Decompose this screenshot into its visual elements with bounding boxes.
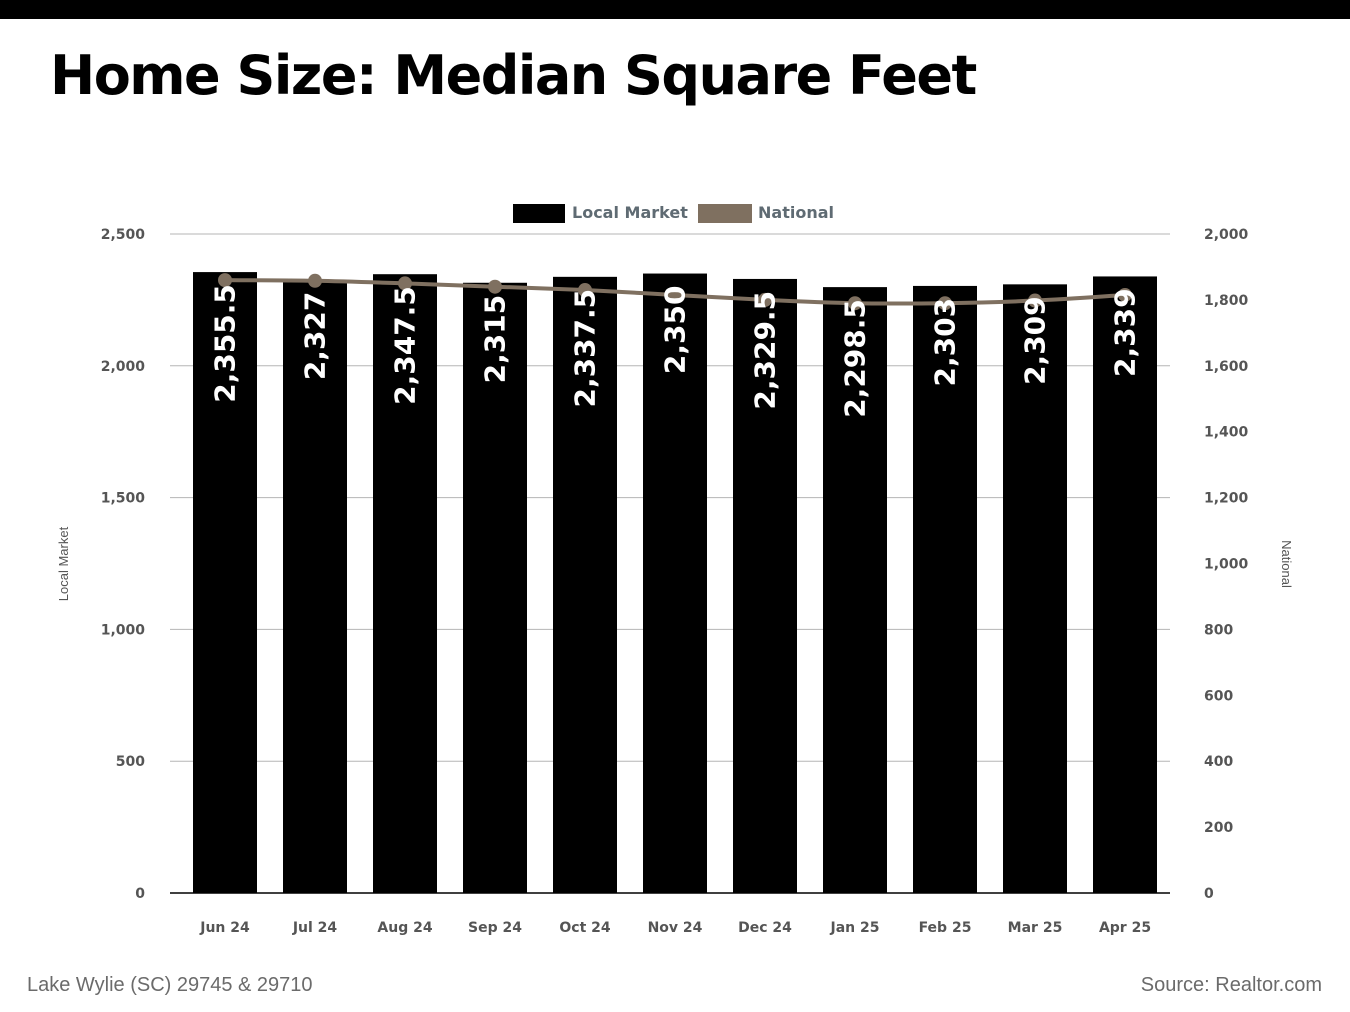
line-point bbox=[1028, 293, 1042, 308]
y-tick-label: 2,000 bbox=[101, 359, 146, 375]
legend-label-local-market: Local Market bbox=[572, 203, 688, 222]
page-title: Home Size: Median Square Feet bbox=[50, 44, 977, 107]
line-point bbox=[488, 279, 502, 294]
x-tick-label: Nov 24 bbox=[648, 920, 703, 936]
bar-value-label: 2,303 bbox=[929, 298, 962, 387]
x-tick-label: Apr 25 bbox=[1099, 920, 1151, 936]
bar bbox=[283, 279, 347, 894]
bar-value-label: 2,309 bbox=[1019, 296, 1052, 385]
y2-tick-label: 200 bbox=[1204, 820, 1233, 836]
x-tick-label: Sep 24 bbox=[468, 920, 522, 936]
chart: 2,355.5 2,327 2,347.5 2,315 2,337.5 2,350 2,32… bbox=[56, 203, 1294, 936]
x-tick-label: Jul 24 bbox=[292, 920, 338, 936]
bar bbox=[643, 273, 707, 893]
bar-value-label: 2,327 bbox=[299, 292, 332, 381]
y2-tick-label: 1,000 bbox=[1204, 557, 1249, 573]
legend: Local Market National bbox=[513, 203, 834, 223]
bar-value-label: 2,350 bbox=[659, 286, 692, 375]
labels-layer: 2,355.5 2,327 2,347.5 2,315 2,337.5 2,350 2,32… bbox=[209, 284, 1142, 418]
bar bbox=[733, 278, 797, 893]
line-point bbox=[668, 287, 682, 302]
line-layer bbox=[218, 273, 1132, 311]
bar bbox=[193, 272, 257, 893]
top-bar bbox=[0, 0, 1350, 19]
y2-tick-label: 1,600 bbox=[1204, 359, 1249, 375]
bar-value-label: 2,315 bbox=[479, 295, 512, 384]
y-axis-title: Local Market bbox=[56, 526, 71, 601]
bar bbox=[823, 287, 887, 894]
line-point bbox=[398, 276, 412, 291]
x-tick-label: Feb 25 bbox=[919, 920, 972, 936]
y2-tick-label: 400 bbox=[1204, 754, 1233, 770]
x-tick-label: Oct 24 bbox=[559, 920, 611, 936]
bar bbox=[1003, 284, 1067, 893]
footer-source: Source: Realtor.com bbox=[1140, 974, 1322, 996]
y-tick-label: 1,000 bbox=[101, 622, 146, 638]
y2-tick-label: 600 bbox=[1204, 688, 1233, 704]
x-tick-label: Dec 24 bbox=[738, 920, 792, 936]
bar bbox=[553, 276, 617, 894]
y-tick-label: 0 bbox=[135, 886, 145, 902]
line-point bbox=[758, 292, 772, 307]
x-tick-label: Aug 24 bbox=[377, 920, 432, 936]
legend-swatch-local-market bbox=[513, 204, 565, 223]
bars-layer bbox=[193, 272, 1157, 894]
bar-value-label: 2,355.5 bbox=[209, 284, 242, 403]
y2-tick-label: 0 bbox=[1204, 886, 1214, 902]
line-point bbox=[218, 273, 232, 288]
line-point bbox=[938, 296, 952, 311]
bar-value-label: 2,339 bbox=[1109, 288, 1142, 377]
bar-value-label: 2,298.5 bbox=[839, 299, 872, 418]
bar-value-label: 2,329.5 bbox=[749, 291, 782, 410]
x-tick-label: Jun 24 bbox=[199, 920, 250, 936]
bar bbox=[373, 274, 437, 894]
legend-swatch-national bbox=[698, 204, 752, 223]
y2-tick-label: 1,200 bbox=[1204, 491, 1249, 507]
line-point bbox=[1118, 287, 1132, 302]
y-tick-label: 2,500 bbox=[101, 227, 146, 243]
axes-layer: 0 500 1,000 1,500 2,000 2,500 0 200 400 600 800 1,0… bbox=[56, 227, 1294, 936]
x-tick-label: Jan 25 bbox=[830, 920, 880, 936]
line-point bbox=[308, 273, 322, 288]
footer-location: Lake Wylie (SC) 29745 & 29710 bbox=[27, 974, 313, 996]
bar bbox=[463, 282, 527, 893]
y2-axis-title: National bbox=[1279, 540, 1294, 588]
bar-value-label: 2,337.5 bbox=[569, 289, 602, 408]
y2-tick-label: 800 bbox=[1204, 622, 1233, 638]
line-point bbox=[578, 283, 592, 298]
legend-label-national: National bbox=[758, 203, 834, 222]
bar-value-label: 2,347.5 bbox=[389, 286, 422, 405]
y-tick-label: 500 bbox=[116, 754, 145, 770]
x-tick-label: Mar 25 bbox=[1008, 920, 1063, 936]
y2-tick-label: 2,000 bbox=[1204, 227, 1249, 243]
line-point bbox=[848, 296, 862, 311]
y2-tick-label: 1,400 bbox=[1204, 425, 1249, 441]
bar bbox=[1093, 276, 1157, 894]
y-tick-label: 1,500 bbox=[101, 491, 146, 507]
y2-tick-label: 1,800 bbox=[1204, 293, 1249, 309]
bar bbox=[913, 285, 977, 893]
